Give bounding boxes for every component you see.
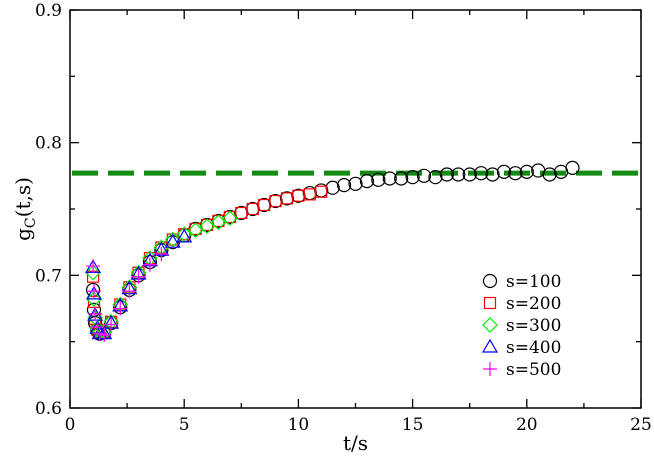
x-tick-label: 10	[288, 415, 310, 435]
data-point	[269, 194, 282, 208]
data-point	[394, 171, 409, 186]
legend-label: s=200	[506, 294, 561, 314]
data-point	[371, 172, 386, 187]
legend-label: s=100	[506, 272, 561, 292]
axis-ticks	[69, 9, 642, 409]
data-point	[97, 328, 112, 343]
data-point	[359, 174, 375, 189]
data-point	[428, 170, 443, 185]
data-point	[462, 167, 477, 182]
data-point	[280, 192, 294, 205]
x-tick-label: 25	[630, 415, 652, 435]
data-point	[258, 198, 271, 212]
data-point	[176, 228, 193, 243]
data-point	[291, 188, 306, 203]
legend-label: s=300	[506, 316, 561, 336]
data-point	[131, 269, 146, 284]
data-point	[210, 214, 227, 231]
data-point	[142, 257, 157, 272]
data-point	[86, 259, 101, 274]
data-point	[496, 164, 512, 179]
data-point	[542, 167, 557, 182]
data-point	[85, 285, 103, 300]
x-tick-label: 0	[65, 415, 76, 435]
data-point	[222, 210, 238, 227]
data-point	[382, 171, 397, 186]
axis-tick-labels: 0 5 10 15 20 25 0.6 0.7 0.8 0.9	[35, 1, 652, 435]
data-point	[86, 284, 101, 299]
y-axis-label: gC(t,s)	[11, 177, 39, 241]
data-point	[86, 291, 102, 308]
data-point	[565, 160, 580, 175]
data-point	[85, 264, 101, 281]
data-point	[104, 317, 119, 332]
data-point	[315, 185, 328, 198]
data-point	[508, 166, 523, 181]
x-tick-label: 5	[179, 415, 190, 435]
data-point	[485, 167, 500, 182]
data-point	[292, 189, 305, 202]
data-point	[416, 168, 432, 183]
data-point	[348, 176, 363, 191]
data-point	[176, 226, 193, 243]
data-point	[164, 231, 181, 248]
data-point	[164, 233, 181, 248]
data-point	[88, 306, 103, 321]
y-axis-label-main: g	[11, 228, 35, 241]
data-point	[187, 222, 204, 239]
data-point	[85, 282, 101, 298]
x-axis-label: t/s	[343, 431, 368, 455]
data-point	[519, 164, 534, 179]
data-point	[279, 191, 295, 206]
data-point	[235, 206, 248, 220]
legend-marker	[483, 296, 497, 310]
y-tick-label: 0.8	[35, 134, 62, 154]
legend-marker	[482, 317, 498, 333]
y-tick-label: 0.6	[35, 399, 62, 419]
data-point	[113, 301, 128, 316]
y-tick-label: 0.7	[35, 266, 62, 286]
series-square	[86, 185, 328, 339]
legend-marker	[483, 362, 497, 376]
legend-marker	[482, 273, 498, 289]
data-point	[405, 170, 420, 185]
data-point	[90, 320, 105, 335]
data-marks	[85, 160, 580, 343]
series-plus	[86, 247, 169, 343]
legend-marker	[481, 338, 499, 353]
legend-label: s=400	[506, 338, 561, 358]
x-tick-label: 15	[402, 415, 424, 435]
y-tick-label: 0.9	[35, 1, 62, 21]
data-point	[268, 193, 283, 209]
data-point	[246, 202, 259, 216]
x-tick-label: 20	[516, 415, 538, 435]
data-point	[325, 180, 340, 195]
data-point	[474, 166, 489, 181]
data-point	[122, 284, 137, 299]
data-point	[451, 167, 466, 182]
data-point	[199, 218, 215, 235]
legend-label: s=500	[506, 360, 561, 380]
y-axis-label-sub: C	[23, 217, 39, 228]
data-point	[439, 167, 454, 182]
data-point	[154, 247, 169, 262]
data-point	[336, 178, 352, 193]
y-axis-label-tail: (t,s)	[11, 177, 35, 217]
